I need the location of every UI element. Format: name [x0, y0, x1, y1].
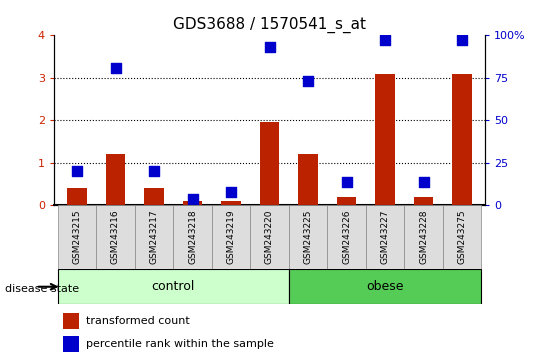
Point: [111, 65, 120, 70]
Point: [342, 179, 351, 184]
Bar: [299, 154, 317, 205]
Point: [227, 189, 236, 195]
Bar: [212, 205, 250, 269]
Bar: [452, 74, 472, 205]
Bar: [404, 205, 443, 269]
Text: GSM243215: GSM243215: [73, 210, 81, 264]
Text: GSM243227: GSM243227: [381, 210, 390, 264]
Text: GSM243219: GSM243219: [226, 210, 236, 264]
Bar: [96, 205, 135, 269]
Point: [265, 45, 274, 50]
Text: transformed count: transformed count: [86, 316, 190, 326]
Bar: [327, 205, 366, 269]
Title: GDS3688 / 1570541_s_at: GDS3688 / 1570541_s_at: [173, 16, 366, 33]
Point: [419, 179, 428, 184]
Text: GSM243228: GSM243228: [419, 210, 428, 264]
Text: GSM243216: GSM243216: [111, 210, 120, 264]
Text: percentile rank within the sample: percentile rank within the sample: [86, 339, 274, 349]
Bar: [144, 188, 164, 205]
Point: [381, 38, 389, 43]
Text: GSM243225: GSM243225: [303, 210, 313, 264]
Bar: [63, 336, 79, 352]
Text: GSM243217: GSM243217: [149, 210, 158, 264]
Text: obese: obese: [366, 280, 404, 293]
Text: GSM243218: GSM243218: [188, 210, 197, 264]
Bar: [183, 201, 202, 205]
Bar: [375, 74, 395, 205]
Bar: [58, 269, 289, 304]
Point: [458, 38, 466, 43]
Point: [150, 169, 158, 174]
Bar: [414, 197, 433, 205]
Bar: [63, 313, 79, 329]
Bar: [135, 205, 173, 269]
Point: [188, 196, 197, 201]
Point: [73, 169, 81, 174]
Bar: [443, 205, 481, 269]
Bar: [289, 269, 481, 304]
Bar: [173, 205, 212, 269]
Bar: [58, 205, 96, 269]
Bar: [250, 205, 289, 269]
Text: disease state: disease state: [5, 284, 80, 293]
Bar: [67, 188, 87, 205]
Text: control: control: [151, 280, 195, 293]
Bar: [289, 205, 327, 269]
Bar: [337, 197, 356, 205]
Text: GSM243226: GSM243226: [342, 210, 351, 264]
Text: GSM243220: GSM243220: [265, 210, 274, 264]
Point: [303, 79, 312, 84]
Bar: [260, 122, 279, 205]
Bar: [366, 205, 404, 269]
Text: GSM243275: GSM243275: [458, 210, 466, 264]
Bar: [106, 154, 125, 205]
Bar: [222, 201, 240, 205]
